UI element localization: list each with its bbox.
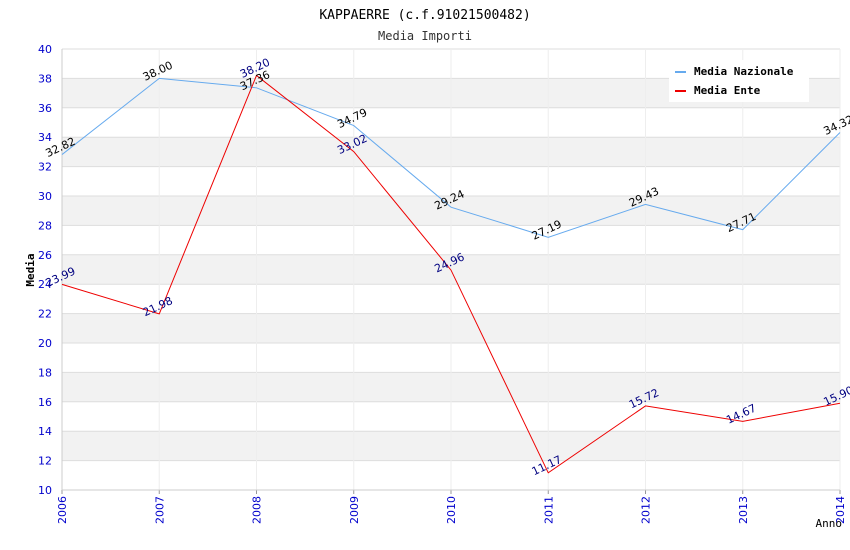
y-tick-label: 14 xyxy=(38,425,52,438)
y-tick-label: 28 xyxy=(38,219,52,232)
series-line-media-nazionale xyxy=(61,77,841,238)
x-tick-label: 2011 xyxy=(542,496,555,524)
y-tick-label: 22 xyxy=(38,308,52,321)
y-tick-label: 24 xyxy=(38,278,52,291)
legend-label-media-ente: Media Ente xyxy=(694,84,761,97)
x-tick-label: 2006 xyxy=(56,496,69,524)
legend-label-media-nazionale: Media Nazionale xyxy=(694,65,794,78)
y-tick-label: 26 xyxy=(38,249,52,262)
y-tick-label: 12 xyxy=(38,455,52,468)
x-tick-label: 2013 xyxy=(737,496,750,524)
y-tick-label: 10 xyxy=(38,484,52,497)
y-tick-label: 34 xyxy=(38,131,52,144)
x-tick-label: 2010 xyxy=(445,496,458,524)
chart-title: KAPPAERRE (c.f.91021500482) xyxy=(319,8,530,23)
y-axis-label: Media xyxy=(24,253,37,286)
x-tick-label: 2012 xyxy=(640,496,653,524)
series-line-media-ente xyxy=(61,74,841,474)
legend: Media Nazionale Media Ente xyxy=(669,60,809,102)
y-tick-label: 32 xyxy=(38,161,52,174)
x-tick-labels: 2006 2007 2008 2009 2010 2011 2012 2013 2014 xyxy=(56,496,847,524)
x-tick-label: 2014 xyxy=(834,496,847,524)
y-tick-label: 18 xyxy=(38,366,52,379)
y-tick-label: 40 xyxy=(38,43,52,56)
y-tick-label: 16 xyxy=(38,396,52,409)
y-tick-label: 36 xyxy=(38,102,52,115)
legend-box xyxy=(669,60,809,102)
y-tick-label: 38 xyxy=(38,72,52,85)
x-axis-label: Anno xyxy=(816,517,843,530)
x-tick-label: 2007 xyxy=(153,496,166,524)
x-tick-label: 2008 xyxy=(251,496,264,524)
y-tick-label: 20 xyxy=(38,337,52,350)
chart-subtitle: Media Importi xyxy=(378,29,472,43)
y-tick-labels: 10 12 14 16 18 20 22 24 26 28 30 32 34 36 38 40 xyxy=(38,43,52,497)
x-tick-label: 2009 xyxy=(348,496,361,524)
series-lines xyxy=(61,74,841,474)
y-tick-label: 30 xyxy=(38,190,52,203)
